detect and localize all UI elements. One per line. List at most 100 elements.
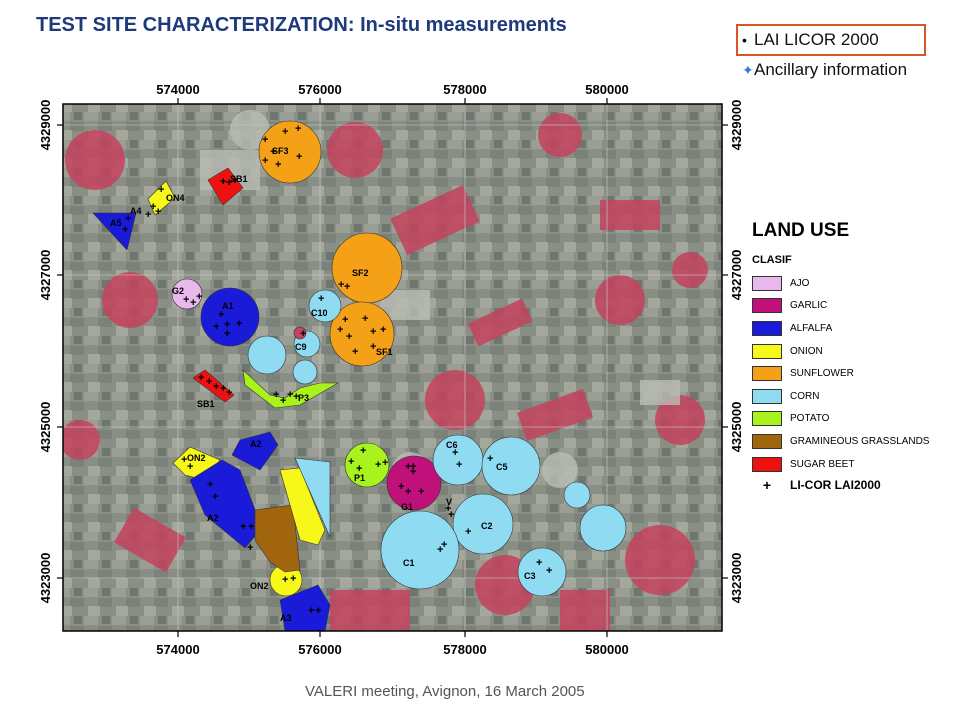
legend-swatch — [752, 275, 782, 291]
field-label: G2 — [172, 286, 184, 296]
plus-marker-icon: + — [762, 477, 772, 494]
svg-text:+: + — [218, 309, 224, 321]
svg-text:+: + — [187, 461, 193, 473]
field-label: SF2 — [352, 268, 369, 278]
legend-swatch — [752, 343, 782, 359]
field-label: C9 — [295, 342, 307, 352]
svg-text:+: + — [380, 324, 386, 336]
svg-text:+: + — [262, 155, 268, 167]
svg-text:+: + — [220, 176, 226, 188]
legend-item: SUNFLOWER — [752, 362, 957, 385]
svg-text:+: + — [315, 605, 321, 617]
field-label: SB1 — [197, 399, 215, 409]
svg-text:+: + — [405, 486, 411, 498]
x-tick-label: 580000 — [585, 642, 628, 657]
legend-item-label: POTATO — [790, 413, 830, 425]
field-label: A2 — [207, 513, 219, 523]
svg-text:+: + — [290, 573, 296, 585]
legend-licor-row: + LI-COR LAI2000 — [752, 477, 957, 493]
legend-swatch — [752, 456, 782, 472]
svg-text:+: + — [300, 328, 306, 340]
svg-text:+: + — [275, 159, 281, 171]
y-tick-label: 4329000 — [38, 100, 53, 151]
svg-text:+: + — [122, 224, 128, 236]
legend-swatch — [752, 366, 782, 382]
field-label: P3 — [298, 393, 309, 403]
svg-text:+: + — [308, 605, 314, 617]
map-frame — [62, 103, 723, 632]
svg-text:+: + — [410, 461, 416, 473]
svg-text:+: + — [456, 459, 462, 471]
svg-text:+: + — [236, 318, 242, 330]
svg-text:+: + — [213, 321, 219, 333]
svg-text:+: + — [145, 209, 151, 221]
licor-markers: ++ +++ ++ + + + +++ + ++ + + + + + ++ +++ + + + ++… — [122, 123, 552, 617]
svg-text:+: + — [181, 454, 187, 466]
field-label: SF1 — [376, 347, 393, 357]
legend-swatch — [752, 320, 782, 336]
legend-item-label: ONION — [790, 345, 823, 357]
svg-text:+: + — [150, 201, 156, 213]
field-label: SF3 — [272, 146, 289, 156]
svg-text:+: + — [273, 389, 279, 401]
svg-text:+: + — [437, 544, 443, 556]
svg-text:+: + — [352, 346, 358, 358]
svg-text:+: + — [190, 297, 196, 309]
field-label: C6 — [446, 440, 458, 450]
svg-text:+: + — [226, 177, 232, 189]
svg-text:+: + — [213, 381, 219, 393]
x-tick-label: 576000 — [298, 642, 341, 657]
svg-text:+: + — [410, 466, 416, 478]
svg-text:+: + — [405, 461, 411, 473]
svg-text:+: + — [282, 126, 288, 138]
svg-text:+: + — [183, 294, 189, 306]
svg-text:+: + — [232, 175, 238, 187]
field-label: SB1 — [230, 174, 248, 184]
footer-text: VALERI meeting, Avignon, 16 March 2005 — [305, 683, 585, 700]
field-label: P1 — [354, 473, 365, 483]
svg-text:+: + — [224, 319, 230, 331]
y-tick-label: 4323000 — [729, 553, 744, 604]
svg-text:+: + — [338, 279, 344, 291]
svg-text:+: + — [452, 447, 458, 459]
field-label: C10 — [311, 308, 328, 318]
y-tick-label: 4327000 — [729, 250, 744, 301]
legend-subtitle: CLASIF — [752, 254, 792, 266]
svg-text:+: + — [441, 539, 447, 551]
legend-item-label: ALFALFA — [790, 322, 833, 334]
svg-text:+: + — [536, 557, 542, 569]
svg-text:+: + — [375, 459, 381, 471]
field-label: V — [446, 497, 452, 507]
svg-text:+: + — [262, 134, 268, 146]
y-tick-label: 4323000 — [38, 553, 53, 604]
svg-text:+: + — [212, 491, 218, 503]
legend-item-label: GARLIC — [790, 300, 828, 312]
page-title: TEST SITE CHARACTERIZATION: In-situ meas… — [36, 14, 567, 36]
svg-text:+: + — [342, 314, 348, 326]
svg-text:+: + — [207, 479, 213, 491]
field-label: ON4 — [166, 193, 185, 203]
legend-swatch — [752, 388, 782, 404]
field-label: A4 — [130, 206, 142, 216]
bullet-text: Ancillary information — [754, 60, 908, 79]
legend-item: POTATO — [752, 408, 957, 431]
x-tick-label: 574000 — [156, 82, 199, 97]
svg-text:+: + — [282, 574, 288, 586]
legend-item: GARLIC — [752, 295, 957, 318]
field-label: C2 — [481, 521, 493, 531]
field-label: A1 — [222, 301, 234, 311]
field-label: ON2 — [187, 453, 206, 463]
svg-text:+: + — [295, 123, 301, 135]
svg-text:+: + — [220, 383, 226, 395]
svg-text:+: + — [398, 481, 404, 493]
svg-text:+: + — [280, 395, 286, 407]
svg-text:+: + — [465, 526, 471, 538]
blue-star-icon: ✦ — [742, 62, 754, 78]
y-tick-label: 4325000 — [729, 402, 744, 453]
svg-text:+: + — [206, 376, 212, 388]
legend-item: AJO — [752, 272, 957, 295]
legend-item-label: SUGAR BEET — [790, 458, 855, 470]
svg-text:+: + — [125, 213, 131, 225]
x-tick-label: 580000 — [585, 82, 628, 97]
